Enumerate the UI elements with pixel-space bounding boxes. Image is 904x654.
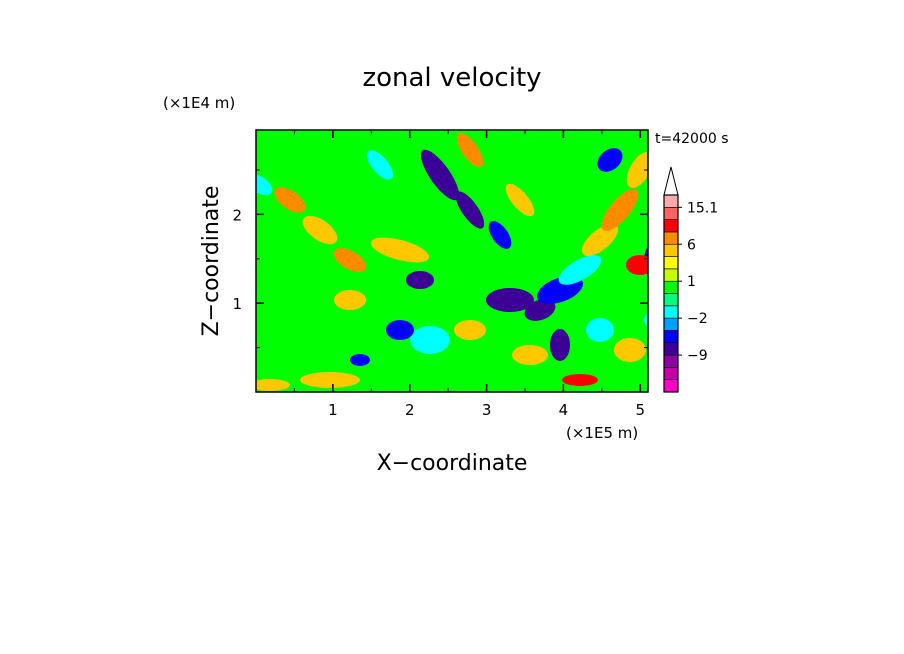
x-tick-label: 5 xyxy=(636,401,646,419)
x-tick-label: 2 xyxy=(405,401,415,419)
field-blob xyxy=(87,192,133,228)
field-blob xyxy=(550,329,570,361)
field-blob xyxy=(256,174,273,196)
field-blob xyxy=(386,320,414,340)
field-blob xyxy=(455,191,485,229)
field-blob xyxy=(86,116,154,174)
colorbar-segment xyxy=(663,219,679,233)
field-blob xyxy=(562,374,598,386)
field-blob xyxy=(112,328,148,352)
colorbar-segment xyxy=(663,354,679,368)
y-axis-label: Z−coordinate xyxy=(199,186,224,337)
field-blob xyxy=(300,372,360,388)
field-blob xyxy=(597,148,623,172)
field-blob xyxy=(48,129,113,182)
field-blob xyxy=(524,299,556,321)
colorbar-extend-arrow xyxy=(663,166,679,196)
field-blob xyxy=(0,220,25,240)
field-blob xyxy=(36,228,84,252)
colorbar-frame xyxy=(663,194,679,393)
colorbar-label: 6 xyxy=(687,237,696,253)
field-blob xyxy=(64,198,216,301)
field-blob xyxy=(180,146,220,184)
field-blob xyxy=(644,313,648,327)
chart-title: zonal velocity xyxy=(362,63,541,93)
field-blob xyxy=(5,171,75,229)
field-blob xyxy=(0,310,70,380)
field-blob xyxy=(456,132,484,168)
colorbar-segment xyxy=(663,256,679,270)
colorbar-label: 1 xyxy=(687,274,696,290)
field-blobs xyxy=(0,116,648,391)
field-blob xyxy=(133,197,168,222)
field-blob xyxy=(274,187,306,213)
x-tick-label: 3 xyxy=(482,401,492,419)
colorbar-segment xyxy=(663,367,679,380)
field-blob xyxy=(302,215,338,245)
field-blob xyxy=(581,223,619,257)
field-blob xyxy=(256,379,290,391)
colorbar-segment xyxy=(663,243,679,257)
y-tick-label: 2 xyxy=(232,206,242,224)
colorbar-segment xyxy=(663,342,679,356)
field-blob xyxy=(214,160,246,189)
field-blob xyxy=(410,326,450,354)
field-blob xyxy=(333,248,367,272)
colorbar-segment xyxy=(663,280,679,294)
field-blob xyxy=(626,255,648,275)
field-blob xyxy=(0,135,30,165)
colorbar-label: −2 xyxy=(687,311,708,327)
field-blob xyxy=(601,189,639,231)
x-axis: 1 2 3 4 5 xyxy=(293,130,646,419)
colorbar-segment xyxy=(663,268,679,282)
field-blob xyxy=(0,185,150,365)
field-blob xyxy=(370,237,430,263)
field-blob xyxy=(586,318,614,342)
colorbar-label: 15.1 xyxy=(687,200,718,216)
field-blob xyxy=(454,320,486,340)
colorbar-segment xyxy=(663,330,679,344)
contour-field xyxy=(0,116,648,392)
field-blob xyxy=(67,171,103,199)
field-blob xyxy=(136,290,164,310)
field-blob xyxy=(512,345,548,365)
plot-frame xyxy=(255,129,649,393)
y-tick-label: 1 xyxy=(232,295,242,313)
field-blob xyxy=(406,271,434,289)
field-blob xyxy=(86,280,114,300)
x-tick-label: 4 xyxy=(559,401,569,419)
colorbar-label: −9 xyxy=(687,348,708,364)
time-label: t=42000 s xyxy=(655,131,729,147)
field-blob xyxy=(334,290,366,310)
field-blob xyxy=(10,280,190,380)
colorbar-segment xyxy=(663,305,679,319)
field-blob xyxy=(488,221,512,249)
y-axis: 12 xyxy=(232,169,648,349)
x-tick-label: 1 xyxy=(328,401,338,419)
field-blob xyxy=(58,304,102,336)
field-blob xyxy=(614,338,646,362)
colorbar: 15.1 6 1 −2 −9 xyxy=(663,166,718,393)
x-axis-label: X−coordinate xyxy=(377,451,528,476)
field-blob xyxy=(505,183,535,217)
colorbar-segment xyxy=(663,207,679,220)
field-blob xyxy=(420,149,460,201)
field-blob xyxy=(486,288,534,312)
y-unit-label: (×1E4 m) xyxy=(163,94,235,112)
field-blob xyxy=(12,171,58,208)
field-blob xyxy=(124,162,176,208)
colorbar-segment xyxy=(663,231,679,245)
field-blob xyxy=(558,255,602,285)
field-blob xyxy=(626,151,648,189)
field-blob xyxy=(366,150,394,180)
colorbar-segment xyxy=(663,317,679,331)
colorbar-segment xyxy=(663,379,679,393)
x-unit-label: (×1E5 m) xyxy=(566,424,638,442)
colorbar-segment xyxy=(663,194,679,208)
colorbar-segment xyxy=(663,293,679,307)
field-blob xyxy=(350,354,370,366)
field-blob xyxy=(157,118,203,162)
